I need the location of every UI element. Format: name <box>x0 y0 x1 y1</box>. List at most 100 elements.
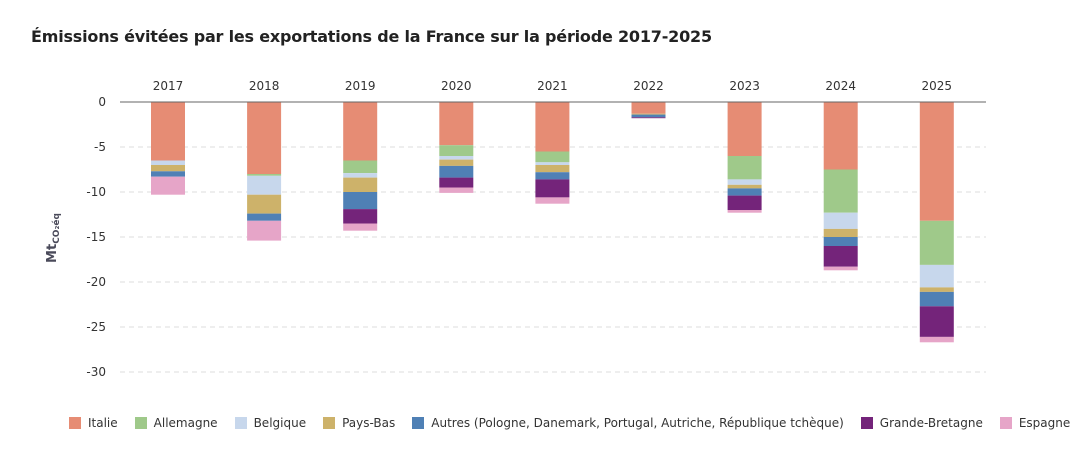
bar-segment <box>727 184 762 189</box>
bar-segment <box>439 165 474 178</box>
bar-segment <box>823 246 858 267</box>
legend-label: Pays-Bas <box>342 416 396 430</box>
bar-segment <box>823 212 858 229</box>
bar-segment <box>823 169 858 213</box>
legend-item: Pays-Bas <box>323 416 395 430</box>
legend-swatch <box>69 417 81 429</box>
x-tick-label: 2025 <box>922 79 953 93</box>
y-tick-label: 0 <box>98 95 106 109</box>
bar-segment <box>727 195 762 210</box>
y-tick-label: -25 <box>86 320 106 334</box>
y-axis-label-main: Mt <box>45 244 60 263</box>
legend-swatch <box>234 417 247 429</box>
legend-swatch <box>323 417 336 429</box>
bar-segment <box>439 102 474 146</box>
y-tick-label: -5 <box>94 140 106 154</box>
bar-segment <box>535 165 570 173</box>
bar-segment <box>919 306 954 337</box>
bar-segment <box>727 156 762 180</box>
bar-segment <box>247 213 282 221</box>
legend-item: Espagne <box>999 416 1071 430</box>
legend-label: Autres (Pologne, Danemark, Portugal, Aut… <box>431 416 844 430</box>
bar-segment <box>151 176 185 195</box>
bar-segment <box>343 223 378 231</box>
y-tick-label: -20 <box>86 275 106 289</box>
y-tick-label: -30 <box>86 365 106 379</box>
bar-segment <box>919 102 954 221</box>
bar-segment <box>727 210 762 213</box>
bar-segment <box>343 160 378 174</box>
legend-label: Grande-Bretagne <box>879 416 983 430</box>
legend-swatch <box>134 417 147 429</box>
y-axis-label-sub: CO₂éq <box>51 213 62 244</box>
bar-segment <box>823 266 858 271</box>
bar-segment <box>727 179 762 185</box>
x-tick-label: 2018 <box>249 79 280 93</box>
bar-segment <box>439 159 474 166</box>
legend-swatch <box>412 417 425 429</box>
bar-segment <box>919 287 954 292</box>
legend-swatch <box>860 417 873 429</box>
bar-segment <box>823 102 858 170</box>
y-axis-label: MtCO₂éq <box>45 213 62 263</box>
legend-swatch <box>999 417 1012 429</box>
bar-segment <box>439 177 474 188</box>
bar-segment <box>343 209 378 224</box>
legend-item: Belgique <box>234 416 307 430</box>
bar-segment <box>727 188 762 196</box>
x-tick-label: 2023 <box>729 79 760 93</box>
bar-segment <box>535 151 570 163</box>
bar-segment <box>151 160 185 165</box>
bar-segment <box>631 113 666 115</box>
bar-segment <box>919 336 954 343</box>
y-tick-label: -10 <box>86 185 106 199</box>
bar-segment <box>247 194 282 214</box>
x-tick-label: 2017 <box>153 79 184 93</box>
bar-segment <box>247 220 282 241</box>
bar-segment <box>247 174 282 176</box>
bar-segment <box>919 291 954 307</box>
y-tick-label: -15 <box>86 230 106 244</box>
legend-label: Italie <box>88 416 118 430</box>
legend-item: Allemagne <box>134 416 218 430</box>
bar-segment <box>535 197 570 204</box>
legend-item: Autres (Pologne, Danemark, Portugal, Aut… <box>412 416 844 430</box>
x-tick-label: 2024 <box>825 79 856 93</box>
bar-segment <box>343 177 378 192</box>
x-tick-label: 2019 <box>345 79 376 93</box>
bar-segment <box>151 165 185 172</box>
bar-segment <box>823 237 858 246</box>
bar-segment <box>535 102 570 152</box>
bar-segment <box>439 187 474 193</box>
bar-segment <box>343 173 378 178</box>
bar-segment <box>247 102 282 174</box>
legend-label: Espagne <box>1018 416 1071 430</box>
bar-segment <box>343 102 378 161</box>
bar-segment <box>631 117 666 119</box>
x-axis-ticks: 2017 2018 2019 2020 2021 2022 2023 2024 2025 <box>153 79 952 93</box>
bar-segment <box>439 145 474 156</box>
bar-segment <box>631 114 666 118</box>
bar-segment <box>631 102 666 114</box>
bar-segment <box>151 102 185 161</box>
bar-segment <box>535 172 570 180</box>
bar-segment <box>247 175 282 195</box>
legend-label: Belgique <box>253 416 307 430</box>
x-tick-label: 2021 <box>537 79 568 93</box>
bar-segment <box>823 228 858 237</box>
bar-segment <box>535 179 570 198</box>
bar-segment <box>151 171 185 177</box>
chart-title: Émissions évitées par les exportations d… <box>31 27 712 46</box>
legend-label: Allemagne <box>153 416 218 430</box>
x-tick-label: 2022 <box>633 79 664 93</box>
legend: Italie Allemagne Belgique Pays-Bas Autres (P… <box>69 416 1070 430</box>
bar-segment <box>535 162 570 165</box>
bar-segment <box>919 264 954 288</box>
bar-stacks <box>151 102 954 343</box>
legend-item: Grande-Bretagne <box>860 416 983 430</box>
bar-segment <box>919 220 954 265</box>
bar-segment <box>727 102 762 156</box>
x-tick-label: 2020 <box>441 79 472 93</box>
bar-segment <box>439 156 474 160</box>
